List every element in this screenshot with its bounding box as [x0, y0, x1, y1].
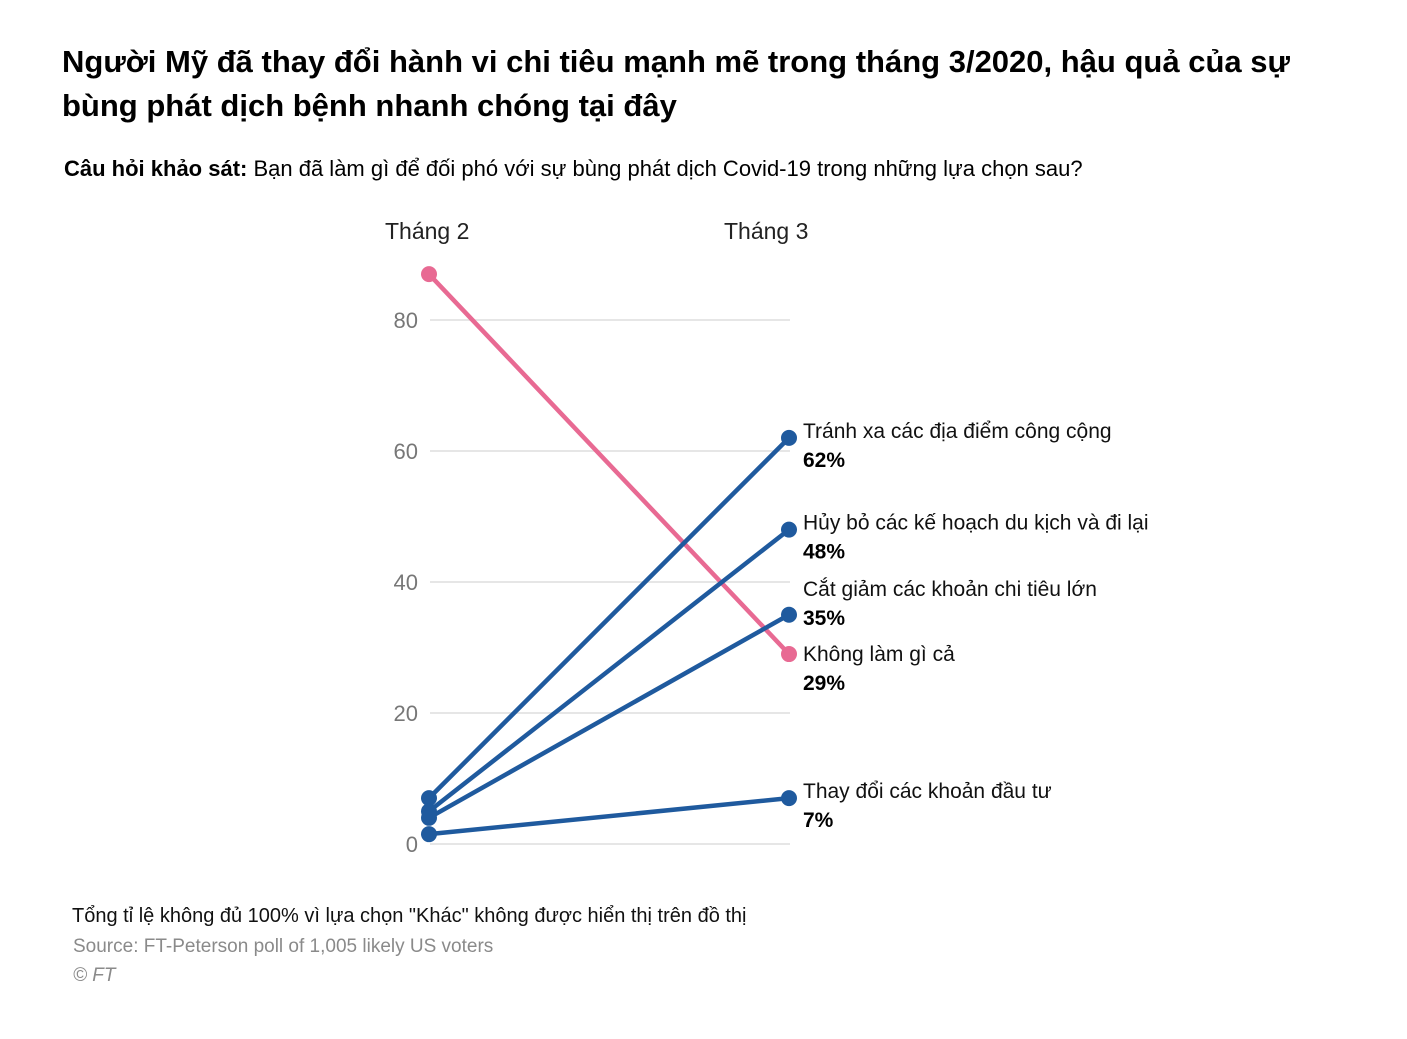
series-label: Hủy bỏ các kế hoạch du kịch và đi lại	[803, 512, 1149, 535]
series-label: Không làm gì cả	[803, 643, 955, 666]
footnote: Tổng tỉ lệ không đủ 100% vì lựa chọn "Kh…	[72, 905, 747, 927]
series-line	[426, 527, 792, 814]
survey-question: Câu hỏi khảo sát: Bạn đã làm gì để đối p…	[64, 153, 1083, 185]
y-tick-label: 60	[394, 439, 418, 464]
series-line	[426, 271, 792, 657]
series-line	[426, 612, 792, 821]
data-point-mar	[781, 790, 797, 807]
series-line	[426, 795, 792, 837]
copyright: © FT	[73, 965, 116, 986]
survey-question-text: Bạn đã làm gì để đối phó với sự bùng phá…	[247, 156, 1083, 181]
chart-title: Người Mỹ đã thay đổi hành vi chi tiêu mạ…	[62, 44, 1290, 123]
data-point-feb	[421, 809, 437, 826]
data-point-feb	[421, 266, 437, 283]
series-value-label: 35%	[803, 607, 845, 630]
series-value-label: 29%	[803, 672, 845, 695]
data-point-mar	[781, 606, 797, 623]
series-label: Cắt giảm các khoản chi tiêu lớn	[803, 578, 1097, 601]
source-credit: Source: FT-Peterson poll of 1,005 likely…	[73, 936, 494, 957]
data-point-mar	[781, 646, 797, 663]
series-label: Tránh xa các địa điểm công cộng	[803, 420, 1112, 443]
data-point-feb	[421, 826, 437, 843]
y-tick-label: 20	[394, 701, 418, 726]
data-point-mar	[781, 521, 797, 538]
survey-question-label: Câu hỏi khảo sát:	[64, 156, 248, 181]
y-tick-label: 80	[394, 308, 418, 333]
data-point-feb	[421, 790, 437, 807]
data-point-mar	[781, 429, 797, 446]
series-value-label: 62%	[803, 449, 845, 472]
y-tick-label: 40	[394, 570, 418, 595]
category-label-feb: Tháng 2	[385, 218, 470, 244]
series-line	[426, 435, 792, 801]
y-tick-label: 0	[406, 832, 418, 857]
series-value-label: 48%	[803, 541, 845, 564]
series-value-label: 7%	[803, 809, 834, 832]
series-label: Thay đổi các khoản đầu tư	[803, 780, 1052, 803]
category-label-mar: Tháng 3	[724, 218, 809, 244]
